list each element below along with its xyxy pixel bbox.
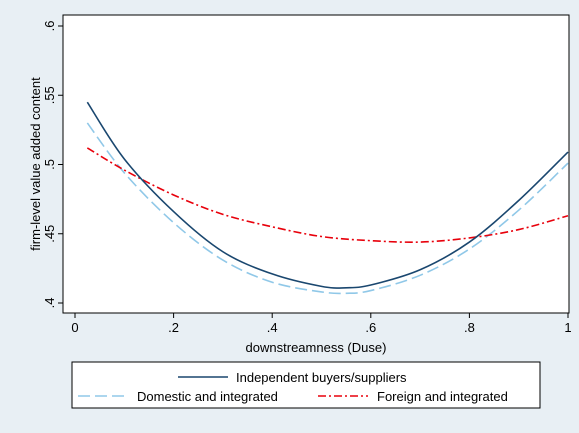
x-tick-label: .8: [464, 320, 475, 335]
legend-box: [71, 361, 541, 409]
y-axis: .4 .45 .5 .55 .6: [42, 21, 63, 309]
series-layer: [86, 101, 569, 295]
x-tick-label: .2: [168, 320, 179, 335]
series-line-1: [86, 101, 569, 289]
legend-label-3: Foreign and integrated: [377, 389, 508, 404]
plot-area: [62, 14, 570, 314]
x-axis-title: downstreamness (Duse): [246, 340, 387, 355]
x-axis: 0 .2 .4 .6 .8 1: [71, 313, 572, 335]
legend: Independent buyers/suppliers Domestic and…: [71, 361, 541, 409]
series-line-3: [86, 147, 569, 243]
x-tick-label: .6: [365, 320, 376, 335]
x-tick-label: 0: [71, 320, 78, 335]
x-tick-label: .4: [267, 320, 278, 335]
series-line-2: [86, 122, 569, 295]
legend-items: Independent buyers/suppliers Domestic and…: [78, 370, 508, 404]
y-tick-label: .4: [42, 298, 57, 309]
y-tick-label: .6: [42, 21, 57, 32]
x-tick-label: 1: [564, 320, 571, 335]
y-tick-label: .5: [42, 159, 57, 170]
legend-label-2: Domestic and integrated: [137, 389, 278, 404]
y-tick-label: .55: [42, 86, 57, 104]
legend-label-1: Independent buyers/suppliers: [236, 370, 407, 385]
y-tick-label: .45: [42, 225, 57, 243]
y-axis-title: firm-level value added content: [28, 77, 43, 251]
